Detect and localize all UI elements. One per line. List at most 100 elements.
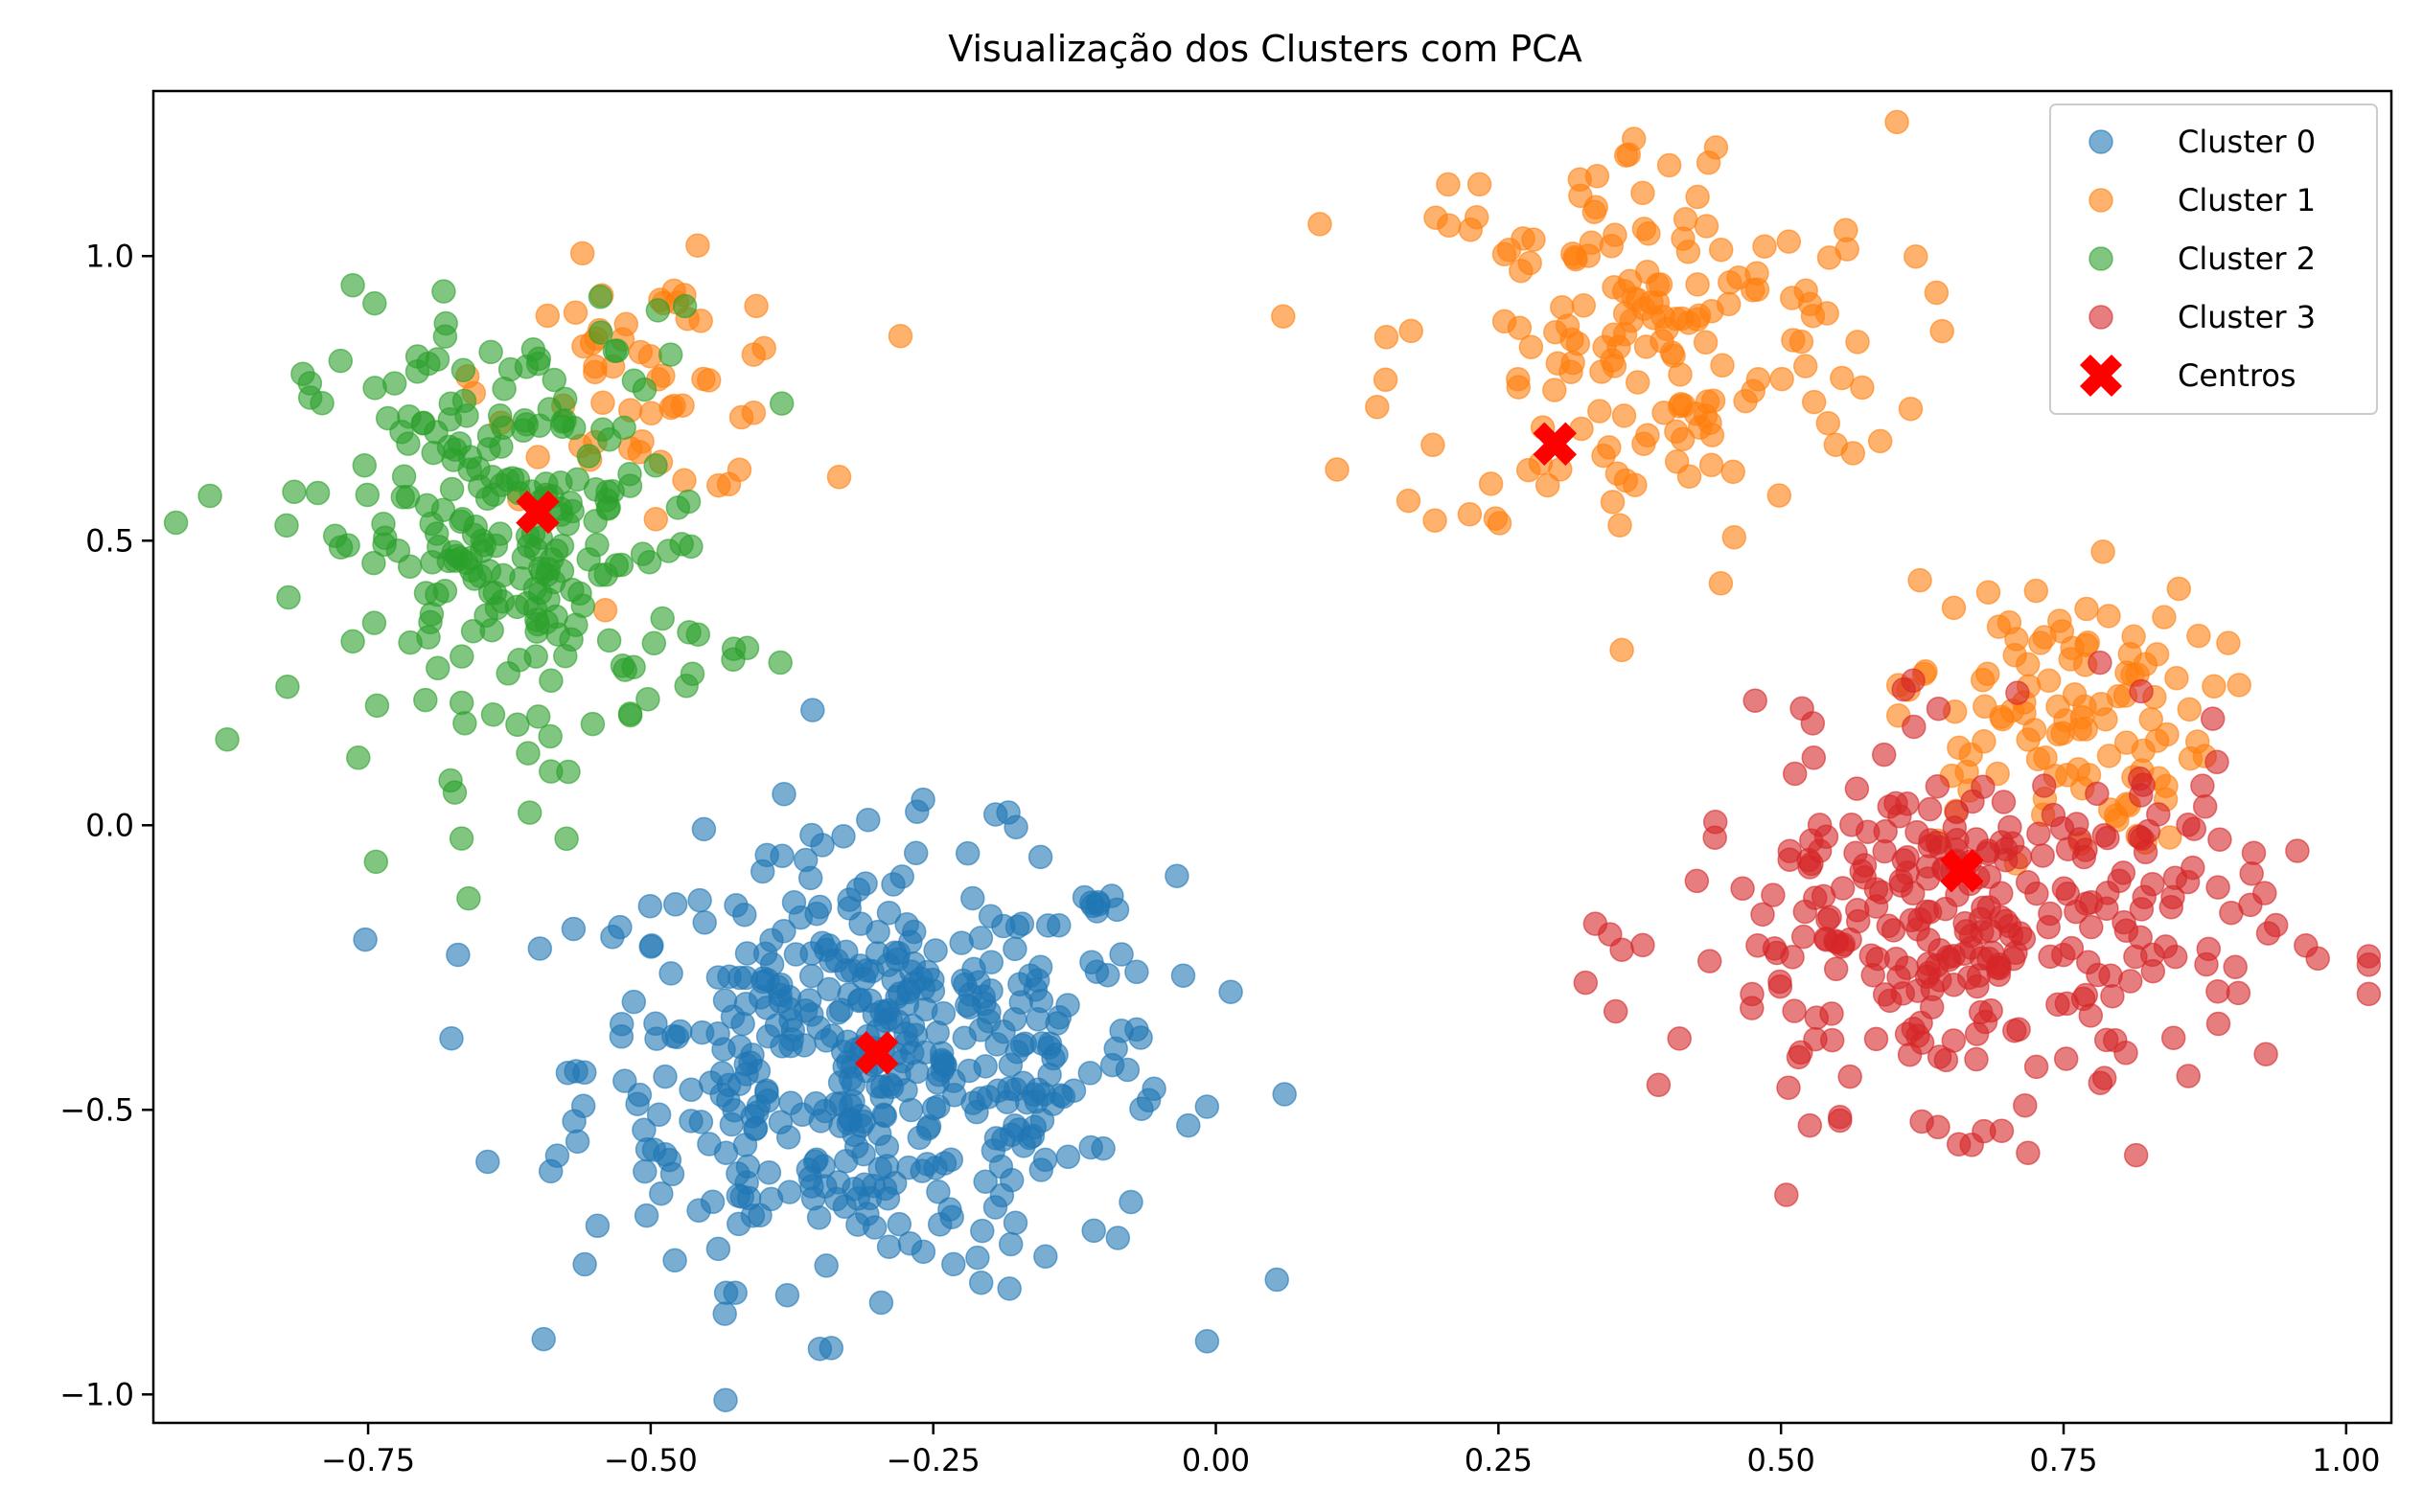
data-point <box>2088 650 2112 676</box>
data-point <box>2111 860 2136 885</box>
data-point <box>1584 164 1610 189</box>
data-point <box>2190 773 2215 798</box>
data-point <box>517 800 542 825</box>
data-point <box>1373 325 1399 350</box>
data-point <box>361 610 387 635</box>
data-point <box>438 767 463 793</box>
data-point <box>978 904 1004 928</box>
data-point <box>1745 367 1771 392</box>
data-point <box>297 385 323 410</box>
data-point <box>580 711 606 737</box>
data-point <box>676 489 702 515</box>
series-3 <box>1573 650 2382 1207</box>
data-point <box>1890 981 1916 1006</box>
data-point <box>1569 416 1594 442</box>
points-layer <box>163 109 2382 1412</box>
data-point <box>1819 1001 1844 1026</box>
data-point <box>1621 126 1647 151</box>
data-point <box>931 1000 957 1026</box>
data-point <box>1365 394 1390 420</box>
data-point <box>1099 883 1124 908</box>
data-point <box>1972 729 1996 754</box>
data-point <box>630 428 655 454</box>
data-point <box>525 704 551 729</box>
data-point <box>610 653 635 678</box>
data-point <box>1733 388 1758 414</box>
data-point <box>2015 870 2041 895</box>
data-point <box>413 687 438 713</box>
data-point <box>355 482 381 508</box>
data-point <box>953 972 978 997</box>
data-point <box>391 464 417 489</box>
data-point <box>609 1011 635 1037</box>
data-point <box>1630 180 1655 206</box>
data-point <box>732 1133 758 1157</box>
data-point <box>669 532 694 557</box>
data-point <box>421 440 446 466</box>
data-point <box>2051 876 2077 902</box>
data-point <box>2055 763 2080 788</box>
data-point <box>1740 996 1765 1020</box>
data-point <box>2176 1064 2201 1088</box>
centroid-marker <box>855 1031 899 1075</box>
data-point <box>1942 815 1968 840</box>
data-point <box>1827 1104 1853 1130</box>
data-point <box>903 840 929 866</box>
data-point <box>571 333 596 359</box>
data-point <box>1834 218 1858 242</box>
data-point <box>2176 813 2201 837</box>
data-point <box>968 926 994 951</box>
data-point <box>1603 998 1628 1024</box>
data-point <box>796 988 822 1013</box>
data-point <box>450 644 474 669</box>
data-point <box>1850 375 1875 401</box>
data-point <box>1218 979 1243 1004</box>
data-point <box>1694 214 1719 239</box>
data-point <box>814 1253 839 1278</box>
data-point <box>1941 595 1967 621</box>
data-point <box>1521 227 1546 252</box>
data-point <box>1631 431 1656 456</box>
data-point <box>588 285 613 309</box>
data-point <box>1782 761 1808 787</box>
data-point <box>2127 766 2153 791</box>
data-point <box>649 1180 674 1206</box>
data-point <box>1035 913 1061 938</box>
data-point <box>1925 773 1950 799</box>
data-point <box>776 997 802 1021</box>
data-point <box>1708 571 1734 596</box>
data-point <box>1491 309 1517 334</box>
data-point <box>454 403 479 428</box>
data-point <box>1696 949 1722 974</box>
data-point <box>2053 1046 2079 1071</box>
data-point <box>449 690 474 716</box>
data-point <box>1194 1094 1220 1119</box>
data-point <box>404 359 430 384</box>
data-point <box>758 1186 784 1212</box>
data-point <box>1609 637 1634 663</box>
data-point <box>1630 932 1655 958</box>
data-point <box>643 1011 668 1037</box>
data-point <box>1673 207 1698 232</box>
data-point <box>1895 791 1920 816</box>
data-point <box>1633 334 1659 359</box>
data-point <box>2205 875 2230 900</box>
data-point <box>1947 735 1972 761</box>
data-point <box>1907 906 1932 932</box>
data-point <box>970 1218 995 1244</box>
data-point <box>1905 1023 1930 1048</box>
data-point <box>2123 1142 2149 1168</box>
data-point <box>215 726 240 752</box>
data-point <box>712 1301 737 1326</box>
data-point <box>1675 240 1701 264</box>
data-point <box>556 759 581 785</box>
data-point <box>1621 286 1647 311</box>
data-point <box>555 1060 581 1086</box>
legend-label: Cluster 0 <box>2178 124 2316 160</box>
x-tick-label: −0.25 <box>887 1442 981 1478</box>
data-point <box>1604 461 1630 486</box>
centroid-marker <box>1533 422 1578 466</box>
data-point <box>1837 1064 1862 1089</box>
data-point <box>2152 605 2177 630</box>
data-point <box>1373 367 1398 393</box>
